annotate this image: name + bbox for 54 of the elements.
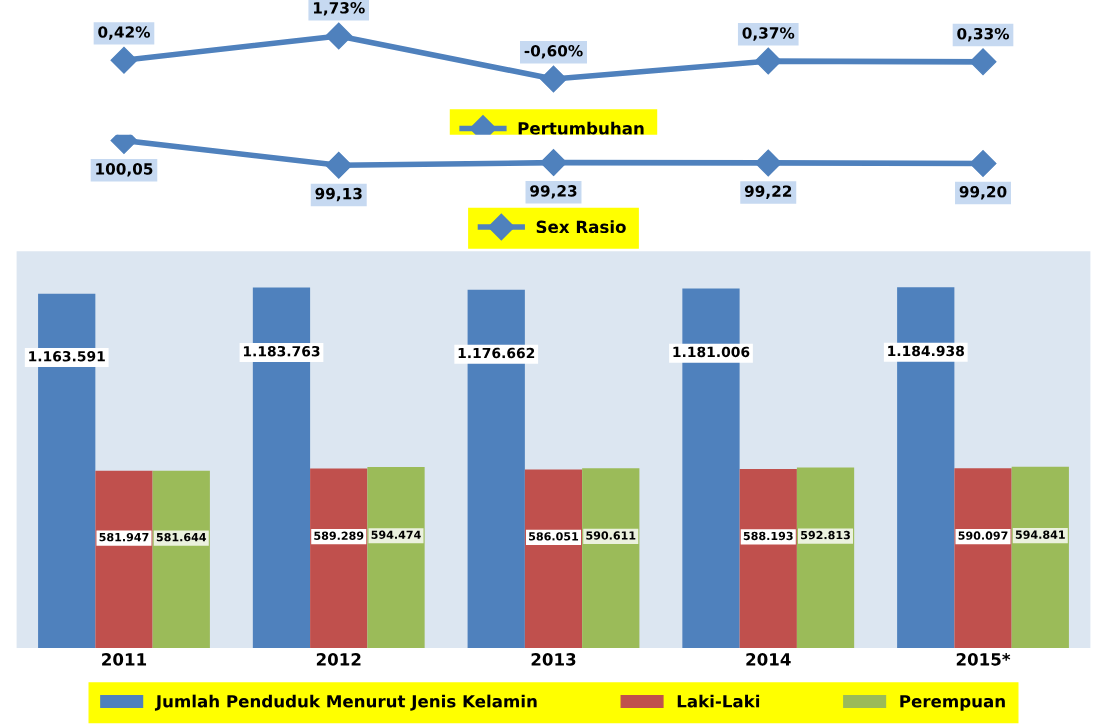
point [754, 47, 782, 75]
legend-label: Laki-Laki [677, 694, 760, 708]
data-label: 99,23 [530, 185, 577, 199]
point [325, 151, 353, 179]
point [110, 46, 138, 74]
x-tick-label: 2012 [316, 653, 361, 666]
data-label: 581.644 [156, 532, 207, 542]
bar [796, 467, 855, 648]
point [754, 149, 782, 177]
data-label: 1.181.006 [673, 346, 750, 358]
data-label: 0,33% [957, 27, 1010, 42]
x-tick-label: 2014 [746, 653, 791, 666]
bar [1011, 466, 1069, 648]
data-label: 590.097 [958, 531, 1008, 540]
bar [954, 468, 1012, 648]
data-label: 590.611 [586, 531, 636, 540]
data-label: 594.841 [1015, 530, 1065, 539]
data-label: 1.163.591 [29, 351, 105, 362]
data-label: 592.813 [801, 530, 850, 540]
data-label: 99,22 [744, 185, 792, 199]
data-label: 100,05 [96, 163, 153, 177]
data-label: 589.289 [314, 531, 364, 540]
legend-label: Jumlah Penduduk Menurut Jenis Kelamin [154, 694, 537, 711]
bar [310, 468, 368, 648]
data-label: 0,37% [742, 27, 795, 41]
data-label: 1.184.938 [888, 345, 964, 357]
bar [152, 470, 210, 648]
bar [582, 468, 640, 648]
point [969, 149, 997, 177]
data-label: 588.193 [743, 531, 793, 541]
bar [739, 468, 797, 648]
data-label: 1.176.662 [458, 347, 535, 359]
bar [524, 469, 583, 648]
legend-label: Pertumbuhan [518, 121, 644, 135]
data-label: 99,20 [959, 185, 1007, 200]
x-tick-label: 2015* [956, 653, 1011, 666]
legend-label: Perempuan [900, 695, 1005, 711]
data-label: 581.947 [99, 532, 149, 542]
point [325, 22, 353, 50]
data-label: 0,42% [98, 26, 150, 40]
data-label: 1.183.763 [243, 345, 320, 357]
bar [95, 470, 153, 648]
data-label: 586.051 [529, 532, 579, 541]
legend-label: Sex Rasio [536, 220, 626, 234]
data-label: -0,60% [524, 45, 583, 59]
point [540, 149, 567, 177]
x-tick-label: 2011 [102, 653, 147, 666]
data-label: 99,13 [315, 187, 362, 202]
x-tick-label: 2013 [531, 653, 576, 666]
point [540, 65, 567, 93]
bar [367, 466, 425, 648]
data-label: 1,73% [313, 2, 365, 16]
data-label: 594.474 [371, 530, 421, 539]
point [969, 48, 997, 76]
